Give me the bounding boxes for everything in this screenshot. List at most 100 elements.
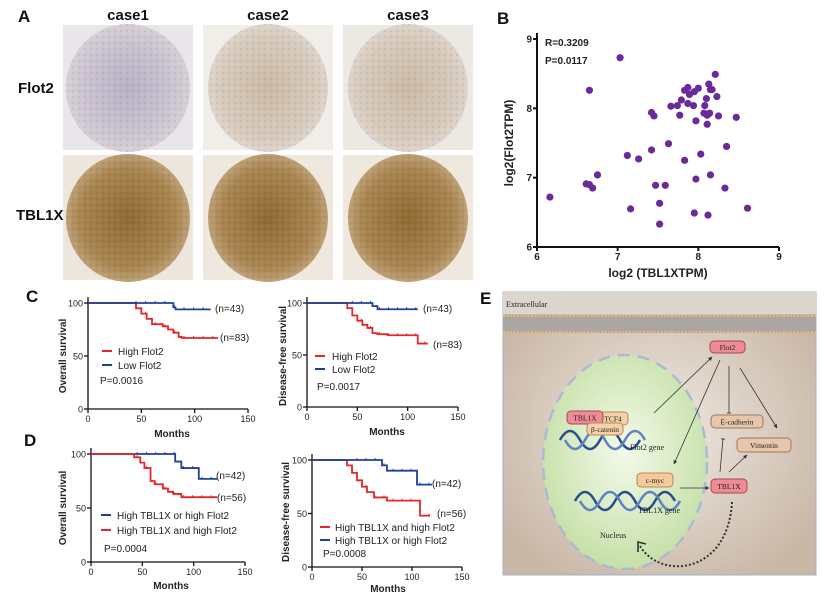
svg-text:TCF4: TCF4 xyxy=(604,415,622,424)
x-tick-label: 50 xyxy=(137,567,147,577)
survival-curve xyxy=(312,459,432,486)
scatter-point xyxy=(616,54,624,62)
y-tick-label: 0 xyxy=(302,563,307,573)
row-label-tbl1x: TBL1X xyxy=(16,207,64,224)
beta-catenin-box: β-catenin xyxy=(586,422,624,436)
scatter-point xyxy=(546,193,554,201)
x-tick-label: 100 xyxy=(404,572,419,582)
y-tick-label: 6 xyxy=(526,243,532,254)
column-header-case2: case2 xyxy=(247,7,289,24)
scatter-point xyxy=(692,117,700,125)
y-tick-label: 50 xyxy=(297,509,307,519)
scatter-point xyxy=(743,204,752,212)
ihc-image-tbl1x-case2 xyxy=(203,154,333,282)
y-tick-label: 100 xyxy=(287,299,302,309)
scatter-point xyxy=(623,151,631,160)
survival-curve xyxy=(91,453,218,480)
n-label: (n=83) xyxy=(433,340,462,351)
scatter-point xyxy=(706,171,715,179)
y-axis-label: Overall survival xyxy=(58,471,69,546)
vimentin-box: Vimentin xyxy=(736,437,792,453)
x-tick-label: 100 xyxy=(187,414,202,424)
x-tick-label: 0 xyxy=(88,567,93,577)
x-tick-label: 9 xyxy=(776,252,782,263)
p-value: P=0.0016 xyxy=(100,376,144,387)
p-value: P=0.0008 xyxy=(323,549,367,560)
nucleus xyxy=(541,353,709,571)
y-tick-label: 8 xyxy=(526,104,532,115)
svg-text:TBL1X: TBL1X xyxy=(717,482,741,491)
survival-curve xyxy=(312,459,430,517)
scatter-point xyxy=(656,220,664,228)
x-tick-label: 150 xyxy=(240,414,255,424)
panel-label-d: D xyxy=(24,431,36,450)
km-chart-c-overall: Months Overall survival High Flot2 Low F… xyxy=(58,297,256,440)
ihc-image-flot2-case1 xyxy=(63,24,193,152)
ihc-image-tbl1x-case3 xyxy=(343,154,473,282)
column-header-case1: case1 xyxy=(107,7,149,24)
e-cadherin-box: E-cadherin xyxy=(710,414,764,429)
survival-curve xyxy=(91,453,218,499)
inhibit-tbl1x-e-cadherin xyxy=(719,438,726,473)
legend-label: High TBL1X and high Flot2 xyxy=(117,526,237,537)
x-tick-label: 6 xyxy=(534,252,540,263)
scatter-point xyxy=(713,92,721,101)
survival-curve xyxy=(307,302,418,311)
x-tick-label: 100 xyxy=(400,412,415,422)
y-tick-label: 100 xyxy=(68,299,83,309)
scatter-point xyxy=(673,101,681,110)
scatter-point xyxy=(697,150,705,158)
scatter-point xyxy=(661,181,669,189)
y-tick-label: 50 xyxy=(292,351,302,361)
x-tick-label: 50 xyxy=(352,412,362,422)
x-axis-label: Months xyxy=(153,581,189,592)
column-header-case3: case3 xyxy=(387,7,429,24)
scatter-point xyxy=(647,146,656,154)
svg-text:c-myc: c-myc xyxy=(646,476,665,485)
flot2-box: Flot2 xyxy=(709,340,746,354)
scatter-point xyxy=(689,101,698,110)
legend-label: High TBL1X or high Flot2 xyxy=(117,511,230,522)
scatter-point xyxy=(704,211,712,219)
scatter-point xyxy=(722,142,731,151)
x-tick-label: 150 xyxy=(450,412,465,422)
dna-helix-flot2 xyxy=(558,429,647,451)
scatter-point xyxy=(677,96,685,104)
legend-label: Low Flot2 xyxy=(332,365,376,376)
x-axis-label: log2 (TBL1XTPM) xyxy=(608,266,707,280)
scatter-point xyxy=(711,70,719,78)
x-tick-label: 50 xyxy=(136,414,146,424)
arrowhead-icon xyxy=(637,540,647,552)
y-tick-label: 100 xyxy=(292,456,307,466)
arrow-flot2-gene-to-flot2 xyxy=(653,356,713,414)
x-axis-label: Months xyxy=(154,429,190,440)
cell-membrane xyxy=(503,315,816,333)
dotted-arrow-tbl1x-to-nucleus xyxy=(639,501,733,568)
panel-label-c: C xyxy=(26,287,38,306)
survival-curve xyxy=(307,302,428,345)
panel-label-b: B xyxy=(497,9,509,28)
legend-label: High Flot2 xyxy=(332,352,378,363)
n-label: (n=56) xyxy=(437,509,466,520)
y-axis-label: Disease-free survival xyxy=(281,462,292,562)
svg-text:E-cadherin: E-cadherin xyxy=(721,418,754,427)
svg-text:Vimentin: Vimentin xyxy=(750,441,778,450)
scatter-point xyxy=(656,199,664,207)
c-myc-box: c-myc xyxy=(636,472,674,488)
scatter-point xyxy=(732,113,740,121)
scatter-point xyxy=(714,112,723,120)
y-tick-label: 50 xyxy=(76,504,86,514)
scatter-point xyxy=(721,184,729,192)
correlation-r: R=0.3209 xyxy=(545,38,589,49)
survival-curve xyxy=(88,302,211,311)
x-tick-label: 100 xyxy=(186,567,201,577)
legend-label: High TBL1X or high Flot2 xyxy=(335,536,448,547)
y-axis-label: Overall survival xyxy=(58,319,69,394)
x-tick-label: 7 xyxy=(615,252,621,263)
scatter-point xyxy=(705,80,713,88)
scatter-point xyxy=(650,112,658,120)
scatter-point xyxy=(681,156,689,164)
panel-label-e: E xyxy=(480,289,491,308)
scatter-point xyxy=(626,205,635,213)
scatter-point xyxy=(635,155,643,163)
